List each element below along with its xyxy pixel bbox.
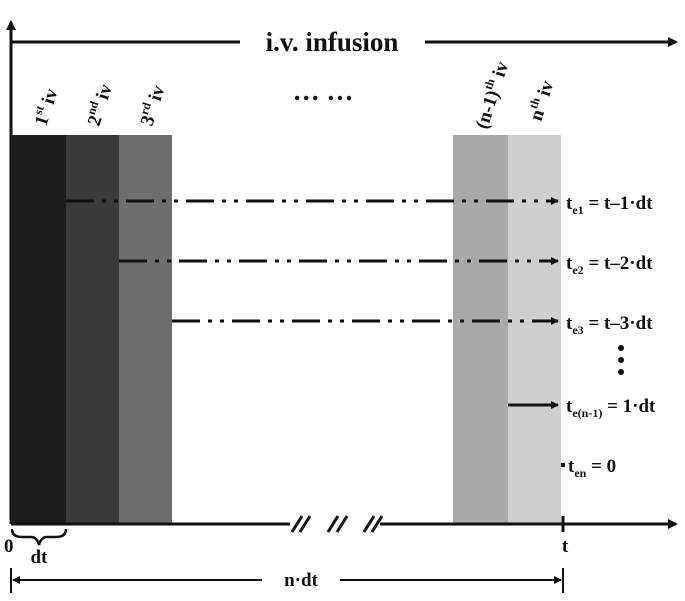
infusion-bar-3: [119, 135, 172, 524]
top-ellipsis: … …: [293, 76, 354, 106]
axis-break-3: [326, 515, 340, 533]
elapsed-label-n-1: te(n-1) = 1·dt: [566, 396, 656, 420]
axis-break-1: [290, 515, 304, 533]
infusion-bar-2: [66, 135, 119, 524]
svg-text:nth iv: nth iv: [523, 77, 559, 124]
elapsed-label-n: ten = 0: [568, 456, 616, 480]
svg-text:3rd iv: 3rd iv: [134, 82, 170, 129]
axis-break-4: [335, 515, 349, 533]
svg-text:1st iv: 1st iv: [28, 85, 63, 129]
infusion-bar-1: [11, 135, 66, 524]
elapsed-label-1: te1 = t–1·dt: [566, 193, 653, 217]
elapsed-marker-n: [561, 463, 565, 467]
dt-label: dt: [31, 547, 49, 568]
infusion-bar-n-1: [453, 135, 508, 524]
dt-brace: [10, 528, 68, 546]
elapsed-label-3: te3 = t–3·dt: [566, 313, 653, 337]
svg-text:(n-1)th iv: (n-1)th iv: [469, 58, 513, 132]
vertical-dot-1: [618, 345, 624, 351]
svg-text:2nd iv: 2nd iv: [81, 80, 117, 128]
vertical-dot-2: [618, 357, 624, 363]
bar-label-n: nth iv: [523, 77, 559, 124]
axis-break-5: [362, 515, 376, 533]
bar-label-1: 1st iv: [28, 85, 63, 129]
origin-label: 0: [4, 536, 14, 557]
t-label: t: [562, 536, 569, 557]
infusion-bar-n: [508, 135, 561, 524]
axis-break-2: [298, 515, 312, 533]
axis-break-6: [370, 515, 384, 533]
bar-label-2: 2nd iv: [81, 80, 117, 128]
bar-label-3: 3rd iv: [134, 82, 170, 129]
span-label: n·dt: [284, 570, 318, 591]
elapsed-label-2: te2 = t–2·dt: [566, 253, 653, 277]
vertical-dot-3: [618, 369, 624, 375]
bar-label-n-1: (n-1)th iv: [469, 58, 514, 132]
infusion-title: i.v. infusion: [266, 27, 399, 57]
